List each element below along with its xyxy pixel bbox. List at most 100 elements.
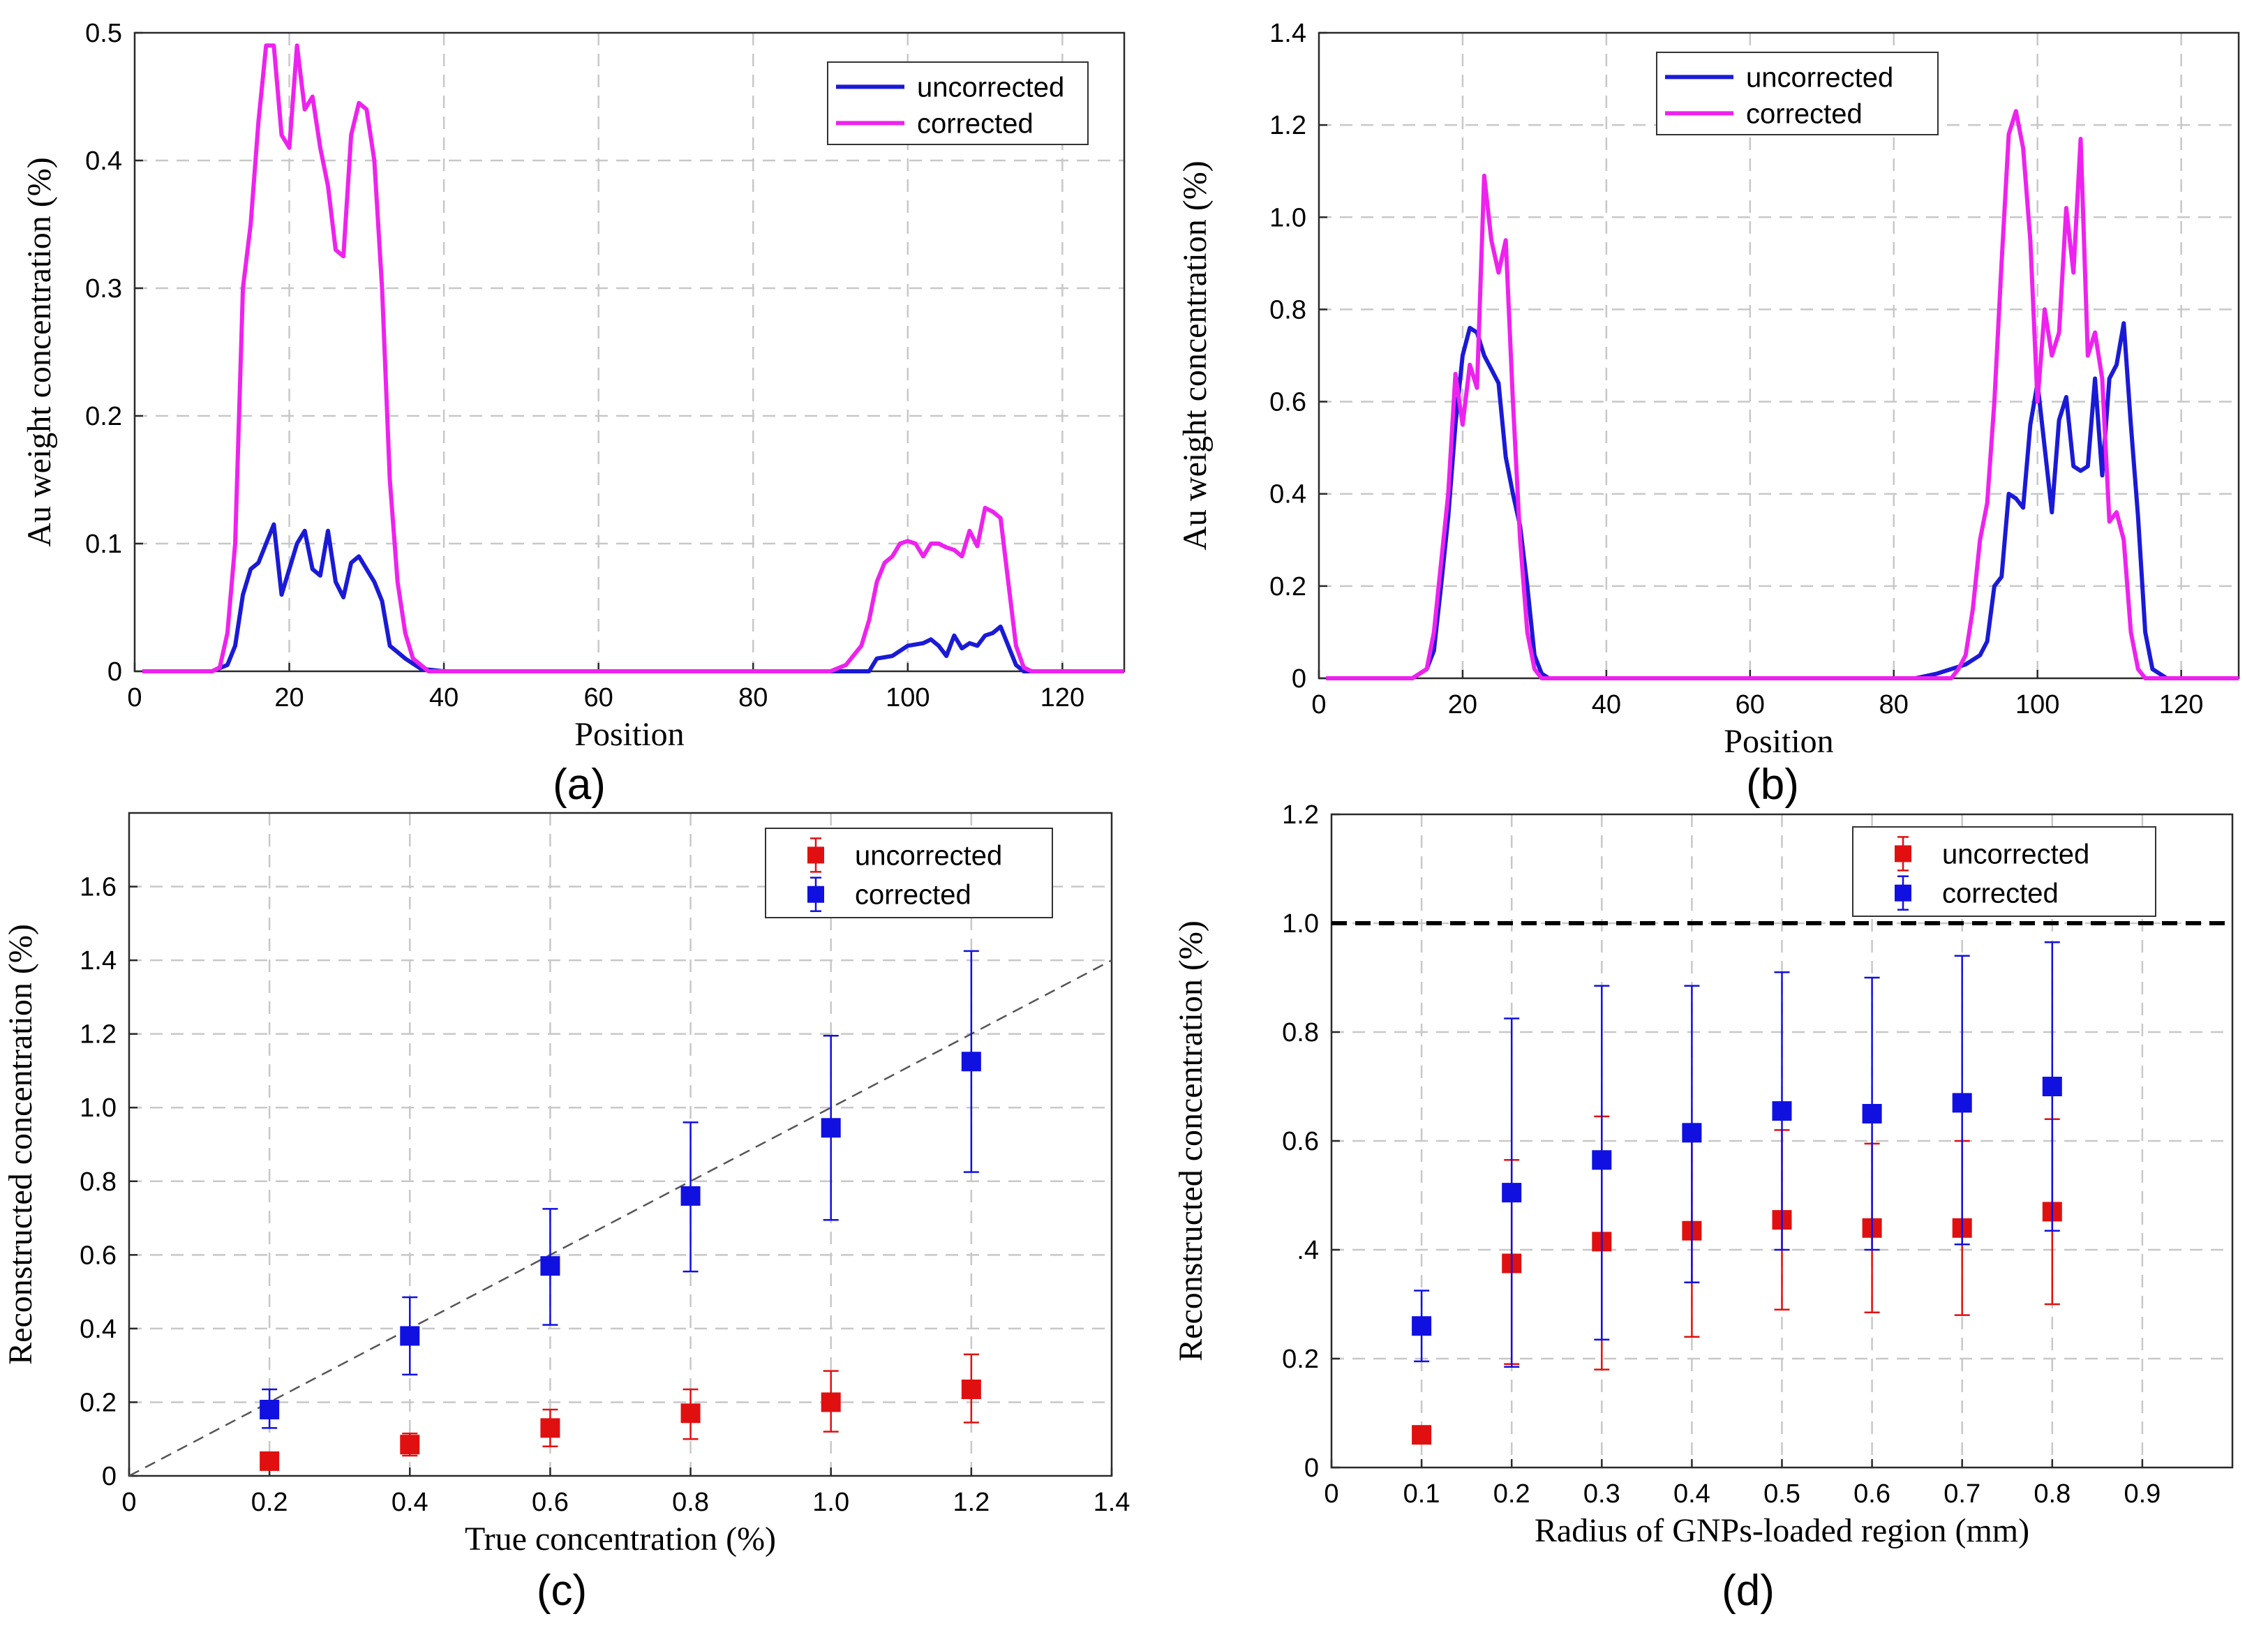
panel-label: (d) — [1722, 1567, 1775, 1615]
chart-panel-d: 0 0.1 0.2 0.3 0.4 0.5 0.6 0.7 0.8 0.9 0 0.2 .4 0.6 0.8… — [1172, 800, 2234, 1615]
legend-label-uncorrected: uncorrected — [917, 72, 1064, 103]
y-tick-label: 1.2 — [80, 1020, 117, 1050]
data-point-corrected — [1772, 1101, 1792, 1121]
data-point-corrected — [1682, 1123, 1702, 1143]
series-line-corrected — [142, 43, 1124, 673]
legend-box — [827, 61, 1089, 145]
data-point-corrected — [1952, 1093, 1972, 1113]
identity-reference-line — [128, 959, 1112, 1477]
x-tick-label: 0.6 — [532, 1488, 569, 1517]
series-uncorrected — [1326, 321, 2239, 680]
y-tick-label: 0 — [1292, 664, 1306, 694]
chart-panel-c: 0 0.2 0.4 0.6 0.8 1.0 1.2 1.4 0 0.2 0.4 0.6 0.8 1.0 1.… — [2, 812, 1131, 1615]
y-tick-label: 1.4 — [1269, 19, 1306, 48]
legend-marker-corrected — [1895, 884, 1911, 902]
series-uncorrected — [142, 522, 1124, 673]
data-point-uncorrected — [260, 1451, 280, 1471]
x-axis-label: True concentration (%) — [465, 1521, 776, 1558]
y-tick-label: 1.0 — [80, 1093, 117, 1123]
x-tick-label: 0.7 — [1944, 1479, 1980, 1509]
legend: uncorrected corrected — [765, 828, 1053, 918]
data-point-corrected — [260, 1400, 280, 1419]
x-tick-label: 0.1 — [1403, 1479, 1440, 1509]
data-point-corrected — [1592, 1150, 1612, 1170]
x-tick-label: 20 — [1448, 690, 1477, 719]
y-axis-label: Reconstructed concentration (%) — [2, 924, 39, 1365]
x-tick-label: 100 — [2015, 690, 2059, 719]
panel-label: (c) — [537, 1567, 587, 1615]
data-point-uncorrected — [540, 1418, 560, 1438]
x-tick-label: 0.2 — [251, 1488, 288, 1517]
x-tick-label: 0 — [1311, 690, 1326, 719]
data-point-corrected — [1502, 1183, 1522, 1203]
x-tick-label: 0 — [121, 1488, 136, 1517]
y-tick-label: 0.5 — [85, 19, 122, 48]
legend-label-corrected: corrected — [855, 880, 971, 911]
y-tick-label: 0.2 — [1269, 572, 1306, 602]
legend-marker-corrected — [807, 886, 824, 903]
y-tick-label: 1.2 — [1269, 111, 1306, 140]
x-axis-label: Position — [1724, 723, 1833, 760]
series-uncorrected — [260, 1353, 981, 1471]
series-corrected — [142, 43, 1124, 673]
axes-frame — [128, 812, 1113, 1477]
x-tick-label: 60 — [1736, 690, 1765, 719]
x-tick-label: 20 — [274, 683, 304, 712]
legend-marker-uncorrected — [1895, 845, 1911, 862]
y-tick-label: 0.4 — [1269, 480, 1306, 509]
x-tick-label: 1.4 — [1094, 1488, 1131, 1517]
x-tick-label: 100 — [886, 683, 930, 712]
chart-panel-b: 0 20 40 60 80 100 120 0 0.2 0.4 0.6 0.8 1.0 1.2 1.4 Pos… — [1177, 19, 2240, 809]
x-tick-label: 0.5 — [1763, 1479, 1800, 1509]
data-point-corrected — [1862, 1104, 1882, 1123]
x-tick-label: 0.2 — [1493, 1479, 1530, 1509]
y-tick-label: 1.2 — [1282, 800, 1319, 830]
series-line-uncorrected — [142, 522, 1124, 673]
x-tick-label: 40 — [1592, 690, 1621, 719]
y-tick-label: 0.2 — [80, 1388, 117, 1417]
y-tick-label: 0 — [102, 1462, 117, 1491]
x-tick-label: 0.4 — [391, 1488, 428, 1517]
panel-label: (a) — [553, 761, 606, 809]
series-corrected — [1326, 109, 2239, 680]
data-point-corrected — [680, 1186, 701, 1206]
data-point-corrected — [961, 1052, 981, 1072]
data-point-uncorrected — [961, 1379, 981, 1399]
x-axis-label: Position — [574, 716, 684, 753]
legend: uncorrected corrected — [1656, 52, 1939, 135]
x-tick-label: 60 — [584, 683, 613, 712]
y-tick-label: 0.3 — [85, 274, 122, 304]
x-tick-label: 80 — [1879, 690, 1909, 719]
legend: uncorrected corrected — [1852, 826, 2156, 917]
x-tick-label: 1.2 — [953, 1488, 990, 1517]
legend-label-corrected: corrected — [1942, 879, 2059, 909]
y-tick-label: 0.4 — [80, 1315, 117, 1344]
x-tick-label: 0.3 — [1583, 1479, 1620, 1509]
x-tick-label: 0.4 — [1673, 1479, 1710, 1509]
y-tick-label: 1.4 — [80, 946, 117, 976]
x-tick-label: 120 — [2159, 690, 2203, 719]
legend-label-uncorrected: uncorrected — [1942, 839, 2089, 869]
plot-area — [129, 813, 1112, 1476]
y-axis-label: Au weight concentration (%) — [21, 157, 58, 546]
y-tick-label: 0.4 — [85, 147, 122, 176]
plot-area — [1319, 33, 2239, 678]
data-point-corrected — [540, 1256, 560, 1276]
y-axis-label: Au weight concentration (%) — [1177, 160, 1214, 550]
y-tick-label: 0 — [1304, 1454, 1319, 1483]
y-axis-label: Reconstructed concentration (%) — [1172, 920, 1209, 1361]
y-tick-label: 0.6 — [1269, 388, 1306, 417]
y-tick-label: 0.8 — [1282, 1018, 1319, 1047]
x-tick-label: 120 — [1040, 683, 1084, 712]
y-tick-label: 1.6 — [80, 873, 117, 902]
data-point-corrected — [1412, 1316, 1432, 1336]
series-line-corrected — [1326, 109, 2239, 680]
x-tick-label: 0 — [1324, 1479, 1338, 1509]
x-tick-label: 0.8 — [2034, 1479, 2071, 1509]
chart-panel-a: 0 20 40 60 80 100 120 0 0.1 0.2 0.3 0.4 0.5 Position A… — [21, 19, 1126, 809]
data-point-corrected — [2042, 1077, 2062, 1096]
data-point-uncorrected — [821, 1392, 841, 1412]
data-point-uncorrected — [680, 1403, 701, 1424]
y-tick-label: 0 — [107, 657, 122, 687]
